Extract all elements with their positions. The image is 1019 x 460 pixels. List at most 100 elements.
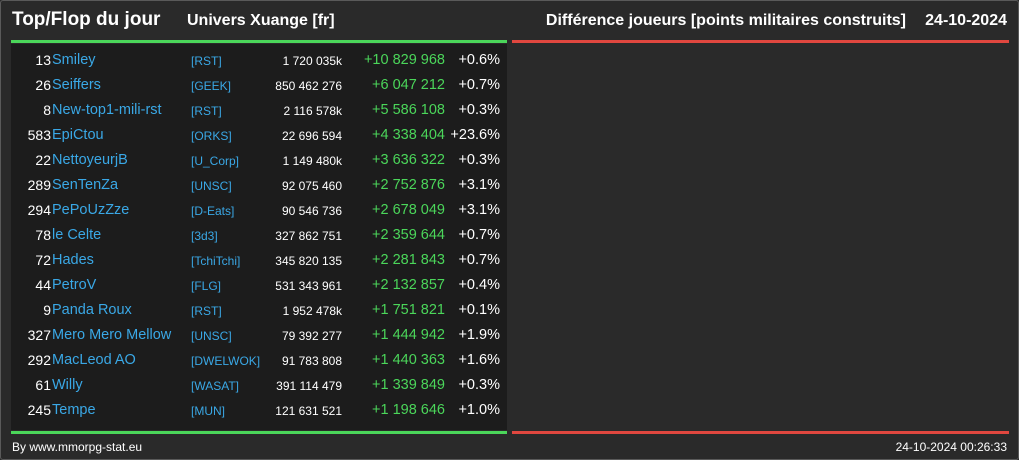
- page-title: Top/Flop du jour: [12, 9, 161, 30]
- player-name-link[interactable]: Willy: [52, 377, 83, 393]
- rank-cell: 72: [35, 252, 51, 268]
- player-name-link[interactable]: Seiffers: [52, 77, 101, 93]
- player-name-link[interactable]: Smiley: [52, 52, 96, 68]
- difference-cell: +1 339 849: [372, 377, 445, 393]
- player-name-link[interactable]: New-top1-mili-rst: [52, 102, 162, 118]
- alliance-tag-link[interactable]: [DWELWOK]: [191, 354, 261, 368]
- table-row: 289 SenTenZa [UNSC] 92 075 460 +2 752 876 +3.…: [11, 173, 507, 198]
- alliance-tag-link[interactable]: [TchiTchi]: [191, 254, 241, 268]
- player-name-link[interactable]: PetroV: [52, 277, 97, 293]
- table-row: 44 PetroV [FLG] 531 343 961 +2 132 857 +0.4%: [11, 273, 507, 298]
- table-row: 327 Mero Mero Mellow [UNSC] 79 392 277 +1 44…: [11, 323, 507, 348]
- rank-cell: 292: [27, 352, 51, 368]
- site-credit-link[interactable]: By www.mmorpg-stat.eu: [12, 440, 143, 454]
- table-row: 292 MacLeod AO [DWELWOK] 91 783 808 +1 440 3…: [11, 348, 507, 373]
- difference-cell: +1 198 646: [372, 402, 445, 418]
- percent-cell: +23.6%: [450, 127, 500, 143]
- alliance-tag-link[interactable]: [RST]: [191, 54, 222, 68]
- points-cell: 327 862 751: [275, 229, 342, 243]
- percent-cell: +0.6%: [458, 52, 500, 68]
- alliance-tag-link[interactable]: [MUN]: [191, 404, 225, 418]
- difference-cell: +10 829 968: [363, 52, 445, 68]
- rank-cell: 8: [43, 102, 51, 118]
- rank-cell: 583: [27, 127, 51, 143]
- points-cell: 345 820 135: [275, 254, 342, 268]
- table-row: 13 Smiley [RST] 1 720 035k +10 829 968 +0.6%: [11, 48, 507, 73]
- rank-cell: 26: [35, 77, 51, 93]
- difference-cell: +2 752 876: [372, 177, 445, 193]
- flop-accent-bar: [512, 40, 1009, 43]
- rank-cell: 78: [35, 227, 51, 243]
- points-cell: 1 952 478k: [282, 304, 342, 318]
- difference-cell: +6 047 212: [372, 77, 445, 93]
- difference-cell: +5 586 108: [372, 102, 445, 118]
- flop-bottom-bar: [512, 431, 1009, 434]
- rank-cell: 44: [35, 277, 51, 293]
- table-row: 294 PePoUzZze [D-Eats] 90 546 736 +2 678 049…: [11, 198, 507, 223]
- percent-cell: +1.9%: [458, 327, 500, 343]
- points-cell: 1 149 480k: [282, 154, 342, 168]
- player-name-link[interactable]: NettoyeurjB: [52, 152, 128, 168]
- table-row: 22 NettoyeurjB [U_Corp] 1 149 480k +3 636 32…: [11, 148, 507, 173]
- alliance-tag-link[interactable]: [UNSC]: [191, 329, 232, 343]
- alliance-tag-link[interactable]: [UNSC]: [191, 179, 232, 193]
- header-date: 24-10-2024: [925, 12, 1007, 29]
- alliance-tag-link[interactable]: [RST]: [191, 104, 222, 118]
- percent-cell: +0.3%: [458, 102, 500, 118]
- difference-cell: +3 636 322: [372, 152, 445, 168]
- alliance-tag-link[interactable]: [D-Eats]: [191, 204, 235, 218]
- percent-cell: +0.1%: [458, 302, 500, 318]
- player-name-link[interactable]: MacLeod AO: [52, 352, 136, 368]
- metric-label: Différence joueurs [points militaires co…: [545, 12, 906, 29]
- alliance-tag-link[interactable]: [GEEK]: [191, 79, 232, 93]
- points-cell: 91 783 808: [281, 354, 342, 368]
- player-name-link[interactable]: PePoUzZze: [52, 202, 130, 218]
- rank-cell: 327: [27, 327, 51, 343]
- difference-cell: +2 359 644: [372, 227, 445, 243]
- table-row: 72 Hades [TchiTchi] 345 820 135 +2 281 843 +0…: [11, 248, 507, 273]
- difference-cell: +1 440 363: [372, 352, 445, 368]
- difference-cell: +2 132 857: [372, 277, 445, 293]
- top-bottom-bar: [11, 431, 507, 434]
- player-name-link[interactable]: Mero Mero Mellow: [52, 327, 172, 343]
- table-row: 583 EpiCtou [ORKS] 22 696 594 +4 338 404 +23.…: [11, 123, 507, 148]
- points-cell: 1 720 035k: [282, 54, 342, 68]
- top-accent-bar: [11, 40, 507, 43]
- difference-cell: +2 678 049: [372, 202, 445, 218]
- percent-cell: +0.3%: [458, 152, 500, 168]
- alliance-tag-link[interactable]: [FLG]: [191, 279, 222, 293]
- player-name-link[interactable]: Panda Roux: [52, 302, 132, 318]
- percent-cell: +0.7%: [458, 227, 500, 243]
- player-name-link[interactable]: EpiCtou: [52, 127, 104, 143]
- footer-timestamp: 24-10-2024 00:26:33: [895, 440, 1007, 454]
- alliance-tag-link[interactable]: [RST]: [191, 304, 222, 318]
- difference-cell: +4 338 404: [372, 127, 445, 143]
- player-name-link[interactable]: SenTenZa: [52, 177, 119, 193]
- rank-cell: 9: [43, 302, 51, 318]
- percent-cell: +3.1%: [458, 177, 500, 193]
- points-cell: 79 392 277: [281, 329, 342, 343]
- points-cell: 2 116 578k: [283, 104, 343, 118]
- points-cell: 531 343 961: [275, 279, 342, 293]
- universe-label: Univers Xuange [fr]: [187, 12, 335, 29]
- table-row: 78 le Celte [3d3] 327 862 751 +2 359 644 +0.7…: [11, 223, 507, 248]
- alliance-tag-link[interactable]: [WASAT]: [191, 379, 239, 393]
- points-cell: 90 546 736: [281, 204, 342, 218]
- alliance-tag-link[interactable]: [ORKS]: [191, 129, 232, 143]
- rank-cell: 22: [35, 152, 51, 168]
- rank-cell: 61: [35, 377, 51, 393]
- table-row: 245 Tempe [MUN] 121 631 521 +1 198 646 +1.0%: [11, 398, 507, 423]
- player-name-link[interactable]: Tempe: [52, 402, 96, 418]
- rank-cell: 13: [35, 52, 51, 68]
- alliance-tag-link[interactable]: [3d3]: [191, 229, 218, 243]
- points-cell: 391 114 479: [276, 379, 342, 393]
- player-name-link[interactable]: Hades: [52, 252, 94, 268]
- player-name-link[interactable]: le Celte: [52, 227, 102, 243]
- table-row: 61 Willy [WASAT] 391 114 479 +1 339 849 +0.3%: [11, 373, 507, 398]
- points-cell: 121 631 521: [275, 404, 342, 418]
- top-panel: [11, 44, 507, 430]
- rank-cell: 289: [27, 177, 51, 193]
- alliance-tag-link[interactable]: [U_Corp]: [191, 154, 240, 168]
- percent-cell: +1.6%: [458, 352, 500, 368]
